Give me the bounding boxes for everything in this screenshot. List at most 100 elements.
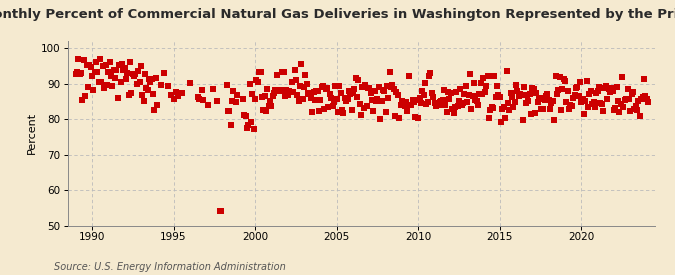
Point xyxy=(547,99,558,103)
Point xyxy=(600,83,611,88)
Point xyxy=(331,97,342,101)
Point xyxy=(448,111,459,115)
Point xyxy=(356,112,367,117)
Point xyxy=(447,107,458,111)
Point xyxy=(564,107,574,111)
Point xyxy=(605,89,616,94)
Point xyxy=(640,94,651,98)
Point xyxy=(392,93,403,97)
Point xyxy=(354,101,365,106)
Point xyxy=(297,97,308,101)
Point xyxy=(511,83,522,88)
Point xyxy=(613,99,624,103)
Point xyxy=(225,122,236,127)
Point xyxy=(478,76,489,80)
Point xyxy=(159,70,169,75)
Point xyxy=(122,71,133,75)
Point xyxy=(566,104,577,108)
Point xyxy=(387,83,398,87)
Point xyxy=(414,96,425,100)
Point xyxy=(535,106,546,111)
Point xyxy=(412,98,423,102)
Point xyxy=(344,89,354,93)
Point xyxy=(537,96,547,100)
Point xyxy=(581,79,592,83)
Point xyxy=(270,88,281,92)
Point xyxy=(379,89,389,93)
Point xyxy=(460,83,471,88)
Point xyxy=(371,99,381,103)
Point xyxy=(247,92,258,97)
Point xyxy=(243,122,254,127)
Point xyxy=(483,116,494,120)
Point xyxy=(89,69,100,74)
Point xyxy=(510,100,520,104)
Point xyxy=(474,91,485,96)
Point xyxy=(450,105,460,110)
Point xyxy=(248,126,259,131)
Point xyxy=(468,81,479,85)
Point xyxy=(643,100,653,104)
Point xyxy=(551,92,562,96)
Point xyxy=(549,118,560,122)
Point xyxy=(168,97,179,101)
Point xyxy=(212,98,223,103)
Point xyxy=(362,86,373,90)
Point xyxy=(388,86,399,91)
Point xyxy=(192,95,203,99)
Point xyxy=(524,91,535,96)
Point xyxy=(352,95,362,99)
Point xyxy=(335,91,346,95)
Point xyxy=(368,109,379,113)
Point xyxy=(584,92,595,97)
Point xyxy=(595,100,605,105)
Point xyxy=(367,98,377,102)
Point xyxy=(572,85,583,89)
Point xyxy=(557,87,568,91)
Point xyxy=(80,94,90,98)
Point xyxy=(421,102,432,106)
Point xyxy=(554,75,565,79)
Point xyxy=(96,80,107,84)
Point xyxy=(278,70,289,75)
Point xyxy=(302,91,313,95)
Point xyxy=(568,95,578,100)
Point xyxy=(477,91,487,96)
Point xyxy=(530,111,541,115)
Point xyxy=(385,85,396,89)
Point xyxy=(301,82,312,87)
Point xyxy=(459,91,470,96)
Point xyxy=(134,80,145,84)
Point xyxy=(519,85,530,89)
Point xyxy=(455,87,466,91)
Point xyxy=(403,74,414,78)
Point xyxy=(350,76,361,80)
Point xyxy=(404,103,415,108)
Point xyxy=(546,101,557,105)
Point xyxy=(365,90,376,95)
Point xyxy=(313,88,323,93)
Point xyxy=(107,84,117,89)
Point xyxy=(306,110,317,114)
Point xyxy=(202,102,213,107)
Point xyxy=(577,97,588,102)
Point xyxy=(560,78,570,83)
Point xyxy=(495,120,506,125)
Point xyxy=(119,65,130,70)
Point xyxy=(502,100,513,105)
Point xyxy=(637,94,648,99)
Point xyxy=(198,98,209,103)
Point xyxy=(361,104,372,108)
Point xyxy=(77,98,88,102)
Point xyxy=(149,108,160,112)
Point xyxy=(128,71,138,76)
Point xyxy=(252,80,263,84)
Point xyxy=(250,97,261,102)
Point xyxy=(92,70,103,74)
Point xyxy=(289,68,300,72)
Point xyxy=(95,57,105,62)
Point xyxy=(467,94,478,98)
Point xyxy=(259,94,270,98)
Point xyxy=(494,94,505,99)
Point xyxy=(391,90,402,94)
